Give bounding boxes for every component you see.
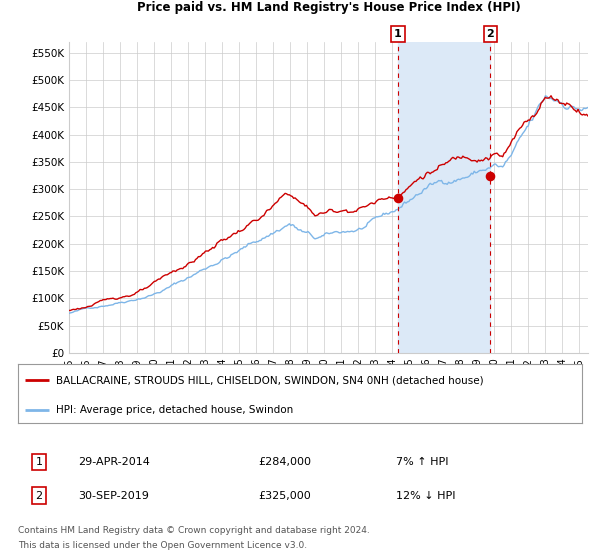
Text: 1: 1 [35,457,43,467]
Text: 30-SEP-2019: 30-SEP-2019 [78,491,149,501]
Point [393,193,403,202]
Title: BALLACRAINE, STROUDS HILL, CHISELDON, SWINDON, SN4 0NH
Price paid vs. HM Land Re: BALLACRAINE, STROUDS HILL, CHISELDON, SW… [116,0,541,15]
Text: 29-APR-2014: 29-APR-2014 [78,457,150,467]
Text: 12% ↓ HPI: 12% ↓ HPI [396,491,455,501]
Text: 1: 1 [394,29,402,39]
Text: 7% ↑ HPI: 7% ↑ HPI [396,457,449,467]
Text: 2: 2 [35,491,43,501]
Text: This data is licensed under the Open Government Licence v3.0.: This data is licensed under the Open Gov… [18,542,307,550]
Text: HPI: Average price, detached house, Swindon: HPI: Average price, detached house, Swin… [56,405,293,415]
Bar [398,42,490,353]
Point [485,171,495,180]
Text: 2: 2 [486,29,494,39]
Text: BALLACRAINE, STROUDS HILL, CHISELDON, SWINDON, SN4 0NH (detached house): BALLACRAINE, STROUDS HILL, CHISELDON, SW… [56,375,484,385]
Text: Contains HM Land Registry data © Crown copyright and database right 2024.: Contains HM Land Registry data © Crown c… [18,526,370,535]
Text: £284,000: £284,000 [258,457,311,467]
Text: £325,000: £325,000 [258,491,311,501]
